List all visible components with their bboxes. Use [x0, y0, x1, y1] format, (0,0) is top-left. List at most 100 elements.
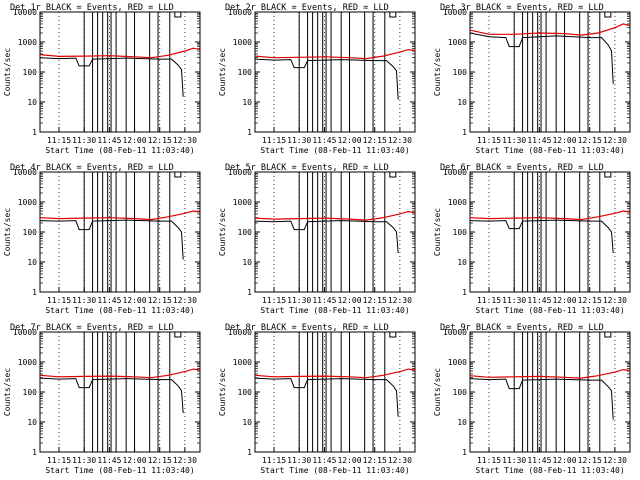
y-tick-label: 100	[453, 388, 468, 397]
x-tick-label: 11:30	[287, 456, 311, 465]
x-tick-label: 11:45	[312, 136, 336, 145]
detector-panel: Det 1r BLACK = Events, RED = LLD 1 10 100 10…	[3, 3, 201, 155]
panel-title: Det 1r BLACK = Events, RED = LLD	[10, 3, 174, 13]
x-axis-label: Start Time (08-Feb-11 11:03:40)	[260, 306, 409, 315]
y-tick-label: 100	[238, 68, 253, 77]
events-series-line	[39, 377, 184, 414]
panel-title: Det 8r BLACK = Events, RED = LLD	[225, 323, 389, 333]
x-tick-label: 12:30	[603, 136, 627, 145]
panel-title: Det 4r BLACK = Events, RED = LLD	[10, 163, 174, 173]
x-tick-label: 12:00	[337, 136, 361, 145]
y-tick-label: 1	[32, 288, 37, 297]
y-tick-label: 100	[453, 228, 468, 237]
y-tick-label: 1000	[233, 358, 252, 367]
y-axis-label: Counts/sec	[433, 48, 442, 96]
x-tick-label: 11:30	[502, 456, 526, 465]
y-tick-label: 10000	[443, 328, 467, 337]
y-tick-label: 1000	[18, 38, 37, 47]
x-tick-label: 11:30	[72, 456, 96, 465]
panel-title: Det 3r BLACK = Events, RED = LLD	[440, 3, 604, 13]
bracket-marker	[174, 332, 182, 338]
x-tick-label: 12:30	[388, 456, 412, 465]
y-tick-label: 1	[247, 128, 252, 137]
x-tick-label: 11:30	[72, 296, 96, 305]
y-tick-label: 100	[238, 228, 253, 237]
panel-title: Det 7r BLACK = Events, RED = LLD	[10, 323, 174, 333]
y-axis-label: Counts/sec	[433, 208, 442, 256]
x-tick-label: 12:15	[363, 136, 387, 145]
y-axis-label: Counts/sec	[3, 208, 12, 256]
y-tick-label: 1000	[448, 38, 467, 47]
y-tick-label: 10000	[228, 168, 252, 177]
x-tick-label: 11:15	[477, 296, 501, 305]
lld-series-line	[39, 47, 201, 59]
x-tick-label: 12:15	[363, 296, 387, 305]
y-tick-label: 100	[453, 68, 468, 77]
bracket-marker	[174, 12, 182, 18]
x-axis-label: Start Time (08-Feb-11 11:03:40)	[475, 466, 624, 475]
x-tick-label: 12:30	[388, 296, 412, 305]
bracket-marker	[174, 172, 182, 178]
x-tick-label: 11:30	[502, 136, 526, 145]
y-tick-label: 1	[247, 448, 252, 457]
lld-series-line	[39, 368, 201, 379]
x-tick-label: 11:45	[97, 296, 121, 305]
y-axis-label: Counts/sec	[433, 368, 442, 416]
plot-frame	[254, 11, 416, 133]
y-tick-label: 1000	[448, 198, 467, 207]
x-tick-label: 11:45	[97, 456, 121, 465]
x-tick-label: 12:00	[552, 136, 576, 145]
detector-panel: Det 7r BLACK = Events, RED = LLD 1 10 100 10…	[3, 323, 201, 475]
detector-panel: Det 5r BLACK = Events, RED = LLD 1 10 100 10…	[218, 163, 416, 315]
detector-panel: Det 9r BLACK = Events, RED = LLD 1 10 100 10…	[433, 323, 631, 475]
detector-panel: Det 6r BLACK = Events, RED = LLD 1 10 100 10…	[433, 163, 631, 315]
x-axis-label: Start Time (08-Feb-11 11:03:40)	[45, 146, 194, 155]
y-axis-label: Counts/sec	[3, 48, 12, 96]
x-tick-label: 12:15	[363, 456, 387, 465]
lld-series-line	[469, 210, 631, 221]
y-tick-label: 1	[32, 448, 37, 457]
y-tick-label: 1	[32, 128, 37, 137]
x-axis-label: Start Time (08-Feb-11 11:03:40)	[260, 466, 409, 475]
x-tick-label: 11:45	[527, 296, 551, 305]
x-tick-label: 11:15	[477, 136, 501, 145]
y-tick-label: 1000	[18, 198, 37, 207]
y-tick-label: 1000	[233, 198, 252, 207]
events-series-line	[469, 219, 614, 254]
y-tick-label: 10	[27, 418, 37, 427]
bracket-marker	[389, 332, 397, 338]
x-tick-label: 12:30	[173, 136, 197, 145]
y-tick-label: 1	[462, 288, 467, 297]
events-series-line	[39, 57, 184, 97]
x-tick-label: 12:15	[148, 136, 172, 145]
plot-frame	[39, 11, 201, 133]
x-tick-label: 12:30	[388, 136, 412, 145]
bracket-marker	[604, 332, 612, 338]
x-tick-label: 11:30	[287, 136, 311, 145]
y-tick-label: 10000	[13, 8, 37, 17]
x-tick-label: 12:15	[578, 136, 602, 145]
bracket-marker	[389, 12, 397, 18]
detector-panel: Det 8r BLACK = Events, RED = LLD 1 10 100 10…	[218, 323, 416, 475]
x-tick-label: 12:00	[122, 136, 146, 145]
y-axis-label: Counts/sec	[218, 368, 227, 416]
x-tick-label: 11:30	[72, 136, 96, 145]
x-tick-label: 11:15	[477, 456, 501, 465]
y-tick-label: 1	[462, 448, 467, 457]
y-tick-label: 100	[23, 228, 38, 237]
plot-frame	[39, 331, 201, 453]
x-axis-label: Start Time (08-Feb-11 11:03:40)	[45, 466, 194, 475]
panel-title: Det 5r BLACK = Events, RED = LLD	[225, 163, 389, 173]
bracket-marker	[604, 172, 612, 178]
y-tick-label: 100	[238, 388, 253, 397]
y-tick-label: 1000	[18, 358, 37, 367]
x-tick-label: 11:45	[97, 136, 121, 145]
y-tick-label: 10	[27, 98, 37, 107]
x-tick-label: 12:00	[337, 456, 361, 465]
x-tick-label: 12:15	[148, 296, 172, 305]
x-tick-label: 11:45	[312, 296, 336, 305]
events-series-line	[254, 58, 399, 100]
y-axis-label: Counts/sec	[218, 208, 227, 256]
